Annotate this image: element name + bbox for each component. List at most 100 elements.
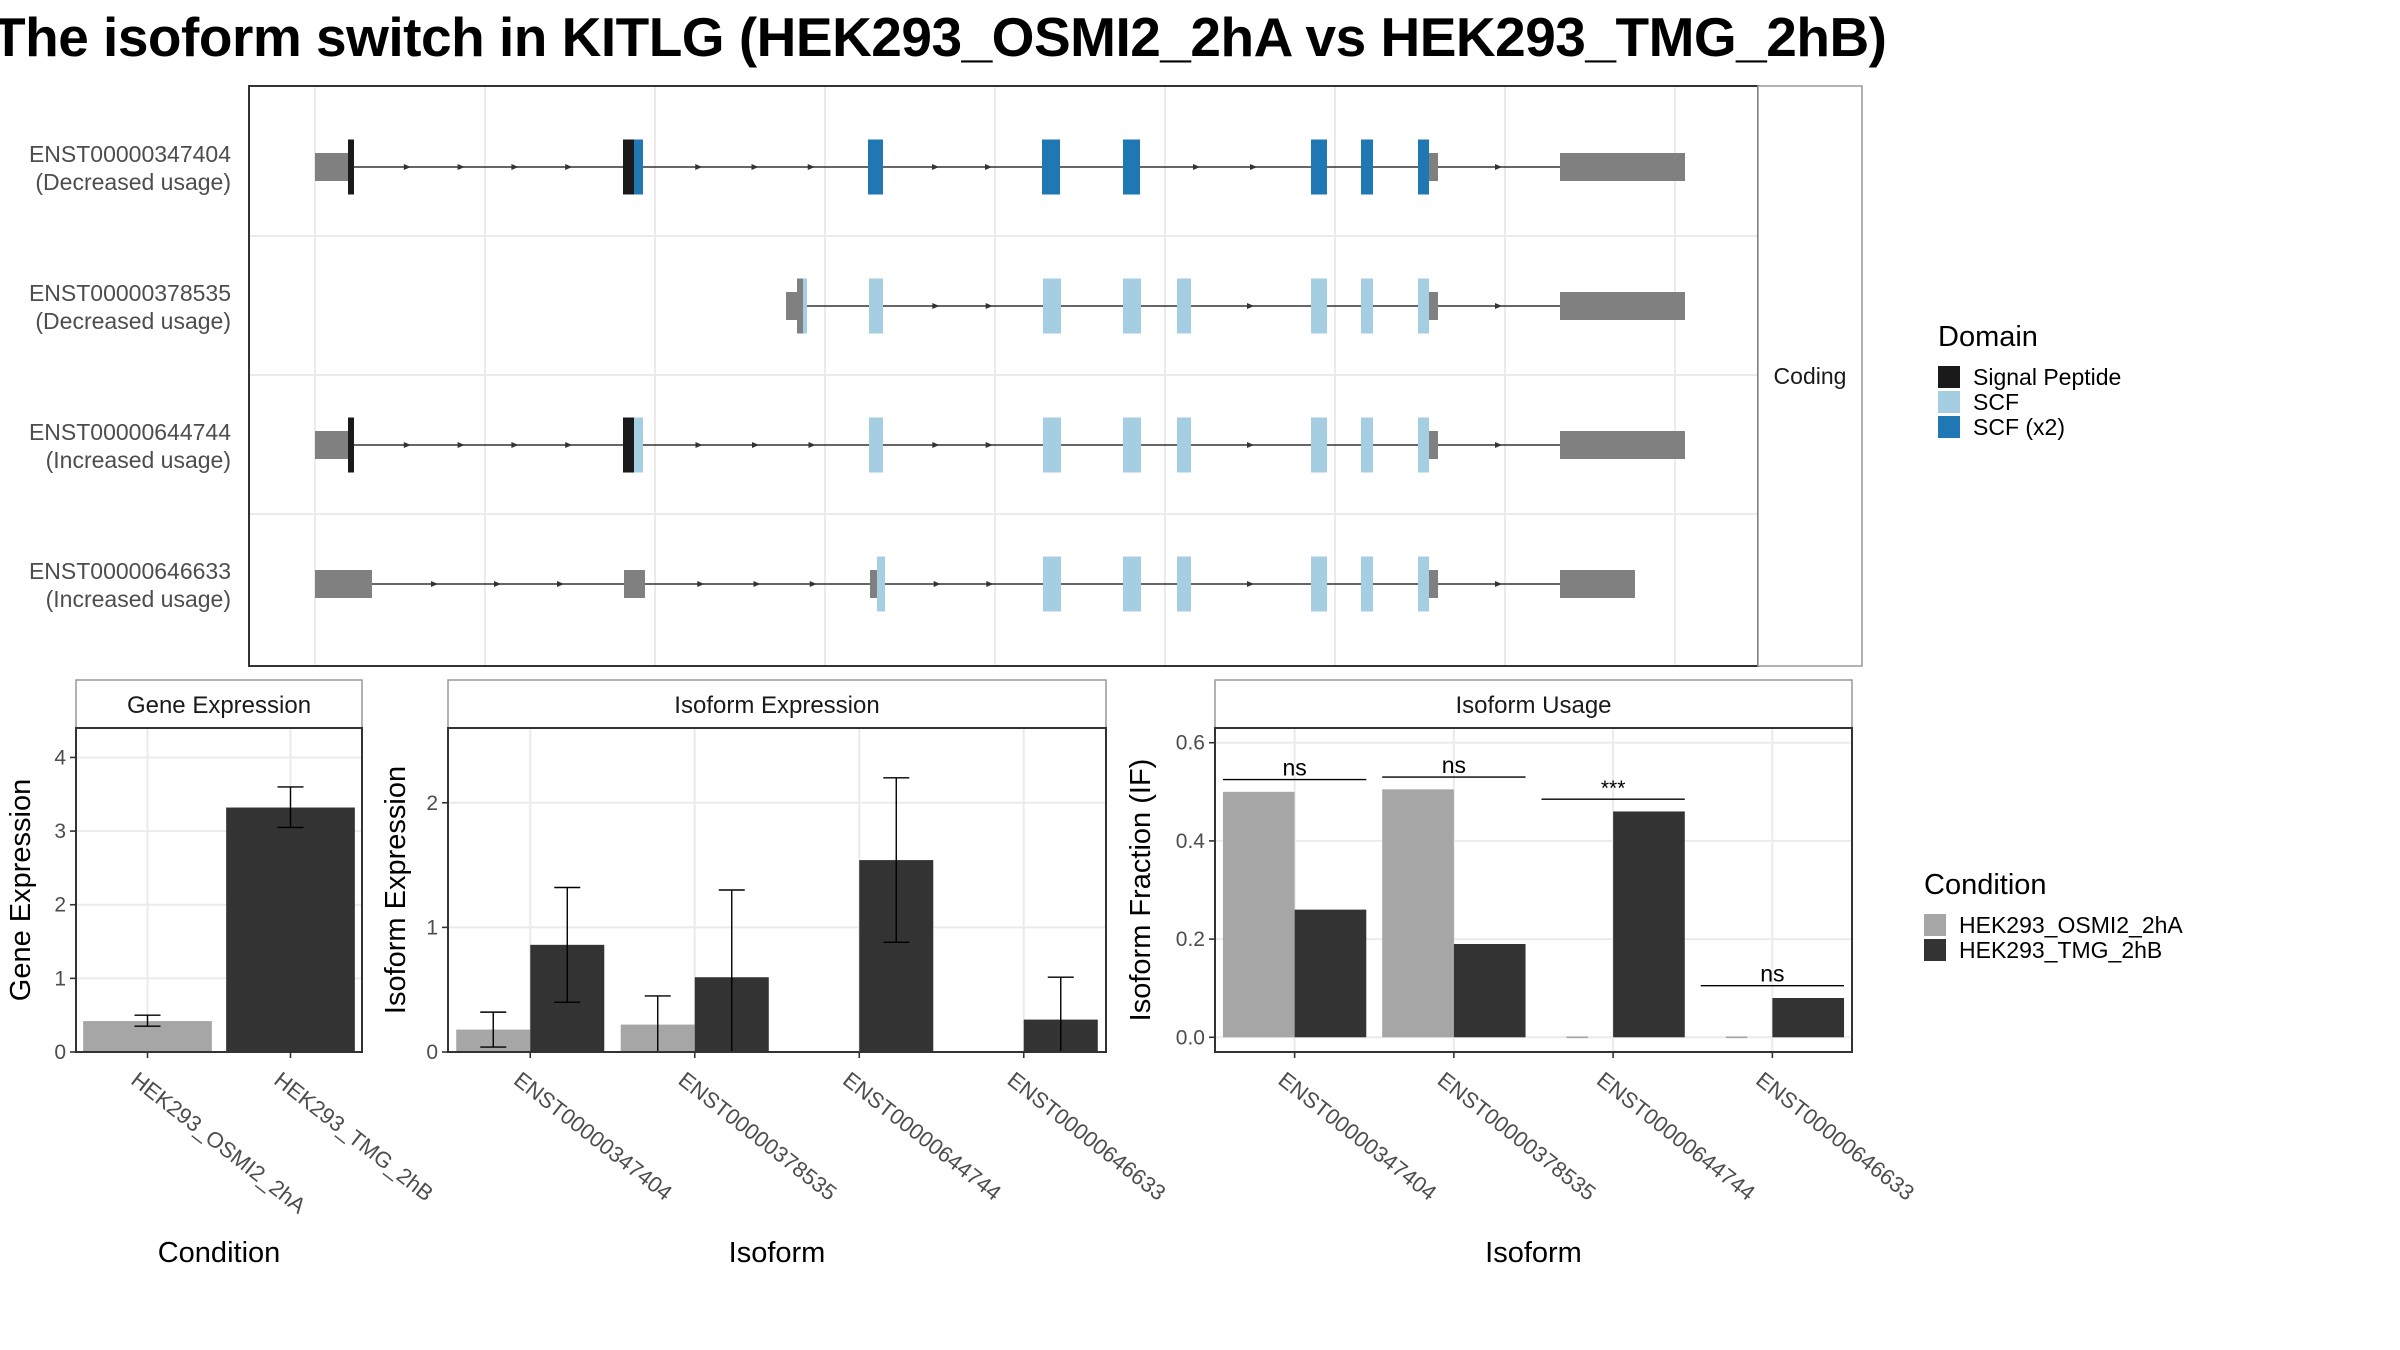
y-tick-label: 2 <box>54 894 66 917</box>
y-axis-title: Isoform Fraction (IF) <box>1125 759 1157 1022</box>
intron-arrow <box>985 442 993 448</box>
exon-scf-378535 <box>1123 278 1141 334</box>
y-tick-label: 0.2 <box>1176 928 1205 951</box>
exon-scf-646633 <box>1123 556 1141 612</box>
exon-scf-644744 <box>1177 417 1191 473</box>
bar-ENST00000347404-HEK293_OSMI2_2hA <box>1222 791 1295 1038</box>
isoform-status-644744: (Increased usage) <box>46 447 231 473</box>
exon-scf-644744 <box>1123 417 1141 473</box>
domain-legend-label: SCF (x2) <box>1973 414 2065 440</box>
exon-utr-378535 <box>1560 292 1685 320</box>
intron-arrow <box>986 581 994 587</box>
intron-arrow <box>751 164 759 170</box>
intron-arrow <box>1495 164 1502 170</box>
exon-utr-644744 <box>1560 431 1685 459</box>
error-bar <box>480 1011 507 1048</box>
isoform-status-646633: (Increased usage) <box>46 586 231 612</box>
facet-strip <box>1757 85 1863 667</box>
figure-title: The isoform switch in KITLG (HEK293_OSMI… <box>0 6 1887 68</box>
exon-utr-378535 <box>797 278 803 334</box>
intron-arrow <box>697 581 705 587</box>
bar-ENST00000378535-HEK293_TMG_2hB <box>1453 944 1526 1038</box>
significance-label: ns <box>1442 752 1466 778</box>
y-tick-label: 0.4 <box>1176 830 1206 853</box>
exon-signal-peptide-644744 <box>623 417 634 473</box>
exon-utr-646633 <box>1560 570 1635 598</box>
exon-scf-378535 <box>869 278 883 334</box>
bar-HEK293_TMG_2hB <box>226 807 355 1052</box>
y-tick-label: 3 <box>54 820 66 843</box>
bar-ENST00000644744-HEK293_TMG_2hB <box>1613 811 1685 1038</box>
exon-scf-644744 <box>1043 417 1061 473</box>
condition-legend-title: Condition <box>1924 869 2047 901</box>
intron-arrow <box>403 164 411 170</box>
intron-arrow <box>985 164 992 170</box>
panel-border <box>447 727 1107 1053</box>
intron-arrow <box>494 581 501 587</box>
exon-scf-378535 <box>1043 278 1061 334</box>
exon-scf-644744 <box>1418 417 1429 473</box>
panel-border <box>1214 727 1853 1053</box>
bar-ENST00000347404-HEK293_TMG_2hB <box>1294 909 1367 1038</box>
error-bar <box>277 786 304 829</box>
intron-arrow <box>1495 581 1502 587</box>
isoform-label-378535: ENST00000378535 <box>29 280 231 306</box>
condition-legend-label: HEK293_TMG_2hB <box>1959 937 2162 963</box>
y-axis-title: Gene Expression <box>5 779 37 1001</box>
x-tick-label: ENST00000646633 <box>1751 1067 1919 1206</box>
x-tick-label: ENST00000378535 <box>674 1067 842 1206</box>
x-axis-title: Isoform <box>729 1237 826 1269</box>
y-tick-label: 0.6 <box>1176 732 1205 755</box>
exon-scf-378535 <box>1177 278 1191 334</box>
exon-signal-peptide-347404 <box>623 139 634 195</box>
exon-scf-646633 <box>1043 556 1061 612</box>
intron-arrow <box>695 442 703 448</box>
y-tick-label: 1 <box>54 967 66 990</box>
bar-ENST00000378535-HEK293_OSMI2_2hA <box>1382 789 1454 1038</box>
facet-label: Coding <box>1774 363 1847 389</box>
exon-scf-378535 <box>1311 278 1327 334</box>
intron-arrow <box>933 581 941 587</box>
exon-scf-646633 <box>1177 556 1191 612</box>
exon-scf-378535 <box>1418 278 1429 334</box>
y-tick-label: 4 <box>54 746 66 769</box>
isoform-label-644744: ENST00000644744 <box>29 419 231 445</box>
intron-arrow <box>809 581 817 587</box>
significance-label: ns <box>1282 755 1306 781</box>
x-axis-title: Condition <box>158 1237 281 1269</box>
exon-scf-646633 <box>877 556 885 612</box>
intron-arrow <box>932 164 939 170</box>
significance-label: ns <box>1760 961 1784 987</box>
y-tick-label: 0.0 <box>1176 1026 1205 1049</box>
intron-arrow <box>565 442 573 448</box>
panel-border <box>75 727 363 1053</box>
exon-scf-x2-347404 <box>1361 139 1373 195</box>
intron-arrow <box>695 164 703 170</box>
exon-scf-646633 <box>1311 556 1327 612</box>
y-tick-label: 0 <box>54 1041 66 1064</box>
exon-utr-347404 <box>1429 153 1438 181</box>
exon-utr-646633 <box>870 570 877 598</box>
panel-title: Gene Expression <box>127 692 311 719</box>
exon-utr-646633 <box>624 570 645 598</box>
exon-scf-378535 <box>803 278 807 334</box>
intron-arrow <box>511 442 519 448</box>
intron-arrow <box>431 581 438 587</box>
error-bar <box>883 777 910 944</box>
isoform-status-347404: (Decreased usage) <box>35 169 231 195</box>
y-axis-title: Isoform Expression <box>380 766 412 1014</box>
error-bar <box>134 1014 161 1027</box>
y-tick-label: 2 <box>426 792 438 815</box>
exon-scf-644744 <box>634 417 643 473</box>
intron-arrow <box>511 164 519 170</box>
exon-scf-646633 <box>1418 556 1429 612</box>
exon-utr-347404 <box>315 153 350 181</box>
domain-legend-swatch <box>1938 416 1960 438</box>
exon-scf-644744 <box>869 417 883 473</box>
exon-signal-peptide-347404 <box>348 139 354 195</box>
exon-utr-644744 <box>1429 431 1438 459</box>
intron-arrow <box>403 442 411 448</box>
intron-arrow <box>1247 442 1254 448</box>
exon-scf-646633 <box>1361 556 1373 612</box>
intron-arrow <box>753 581 761 587</box>
